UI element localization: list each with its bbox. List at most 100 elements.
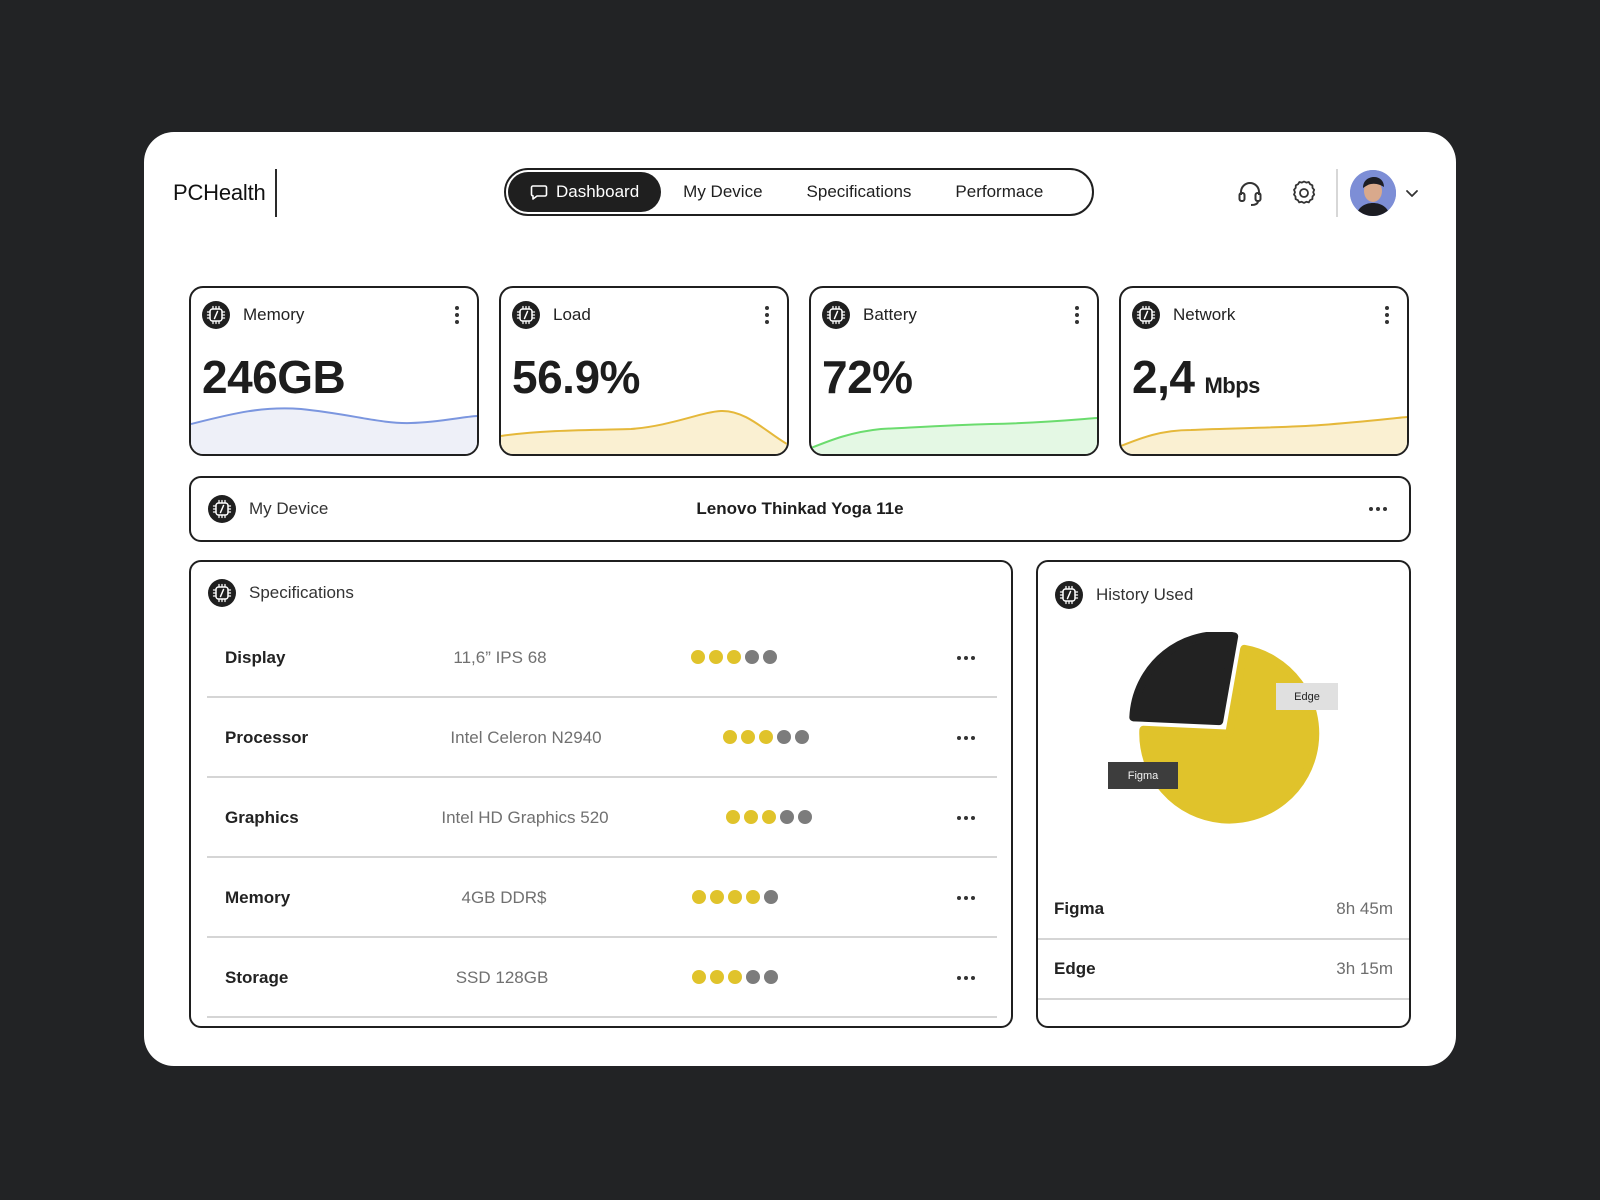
more-options-button[interactable]	[951, 808, 981, 828]
more-options-button[interactable]	[951, 728, 981, 748]
more-options-button[interactable]	[1363, 499, 1393, 519]
more-options-button[interactable]	[757, 302, 777, 328]
rating-dot-empty	[764, 970, 778, 984]
history-row[interactable]: Edge 3h 15m	[1038, 940, 1409, 1000]
headset-icon	[1238, 182, 1262, 206]
stat-value: 2,4 Mbps	[1132, 351, 1260, 403]
chat-bubble-icon	[530, 183, 548, 201]
rating-dot-empty	[795, 730, 809, 744]
chevron-down-icon[interactable]	[1404, 185, 1420, 201]
pie-label-figma: Figma	[1108, 762, 1178, 789]
rating-dot-empty	[746, 970, 760, 984]
spec-value: Intel HD Graphics 520	[441, 808, 609, 827]
rating-dot-filled	[709, 650, 723, 664]
more-vertical-icon	[455, 306, 459, 324]
tab-my-device[interactable]: My Device	[661, 172, 784, 212]
more-options-button[interactable]	[447, 302, 467, 328]
support-button[interactable]	[1232, 175, 1268, 211]
rating-dot-filled	[744, 810, 758, 824]
rating-dots	[723, 730, 809, 744]
history-used-panel: History Used Figma Edge Figma 8h 45m Edg…	[1036, 560, 1411, 1028]
rating-dots	[726, 810, 812, 824]
spec-name: Memory	[225, 888, 291, 907]
stat-value: 56.9%	[512, 351, 640, 403]
more-options-button[interactable]	[1377, 302, 1397, 328]
rating-dot-filled	[728, 970, 742, 984]
tab-performance-label: Performace	[955, 182, 1044, 201]
rating-dot-empty	[777, 730, 791, 744]
more-horizontal-icon	[957, 976, 975, 980]
spec-row[interactable]: Graphics Intel HD Graphics 520	[207, 778, 997, 858]
app-logo: PCHealth	[173, 169, 277, 217]
history-app-name: Edge	[1054, 959, 1096, 978]
rating-dot-filled	[691, 650, 705, 664]
spec-row[interactable]: Display 11,6” IPS 68	[207, 618, 997, 698]
rating-dot-filled	[759, 730, 773, 744]
header-actions	[1232, 168, 1420, 218]
rating-dot-filled	[726, 810, 740, 824]
stat-title: Battery	[863, 305, 917, 324]
more-horizontal-icon	[957, 896, 975, 900]
spec-value: 4GB DDR$	[461, 888, 547, 907]
memory-card[interactable]: Memory 246GB	[189, 286, 479, 456]
spec-row[interactable]: Storage SSD 128GB	[207, 938, 997, 1018]
chip-icon	[512, 301, 540, 329]
rating-dot-filled	[728, 890, 742, 904]
tab-dashboard[interactable]: Dashboard	[508, 172, 662, 212]
spec-row[interactable]: Processor Intel Celeron N2940	[207, 698, 997, 778]
stat-title: Load	[553, 305, 591, 324]
my-device-bar[interactable]: My Device Lenovo Thinkad Yoga 11e	[189, 476, 1411, 542]
tab-performance[interactable]: Performace	[933, 172, 1065, 212]
stat-value: 246GB	[202, 351, 346, 403]
settings-button[interactable]	[1286, 175, 1322, 211]
more-horizontal-icon	[957, 736, 975, 740]
rating-dot-filled	[723, 730, 737, 744]
more-vertical-icon	[1075, 306, 1079, 324]
specifications-panel: Specifications Display 11,6” IPS 68 Proc…	[189, 560, 1013, 1028]
spec-value: SSD 128GB	[455, 968, 549, 987]
rating-dot-filled	[692, 890, 706, 904]
load-card[interactable]: Load 56.9%	[499, 286, 789, 456]
rating-dot-empty	[780, 810, 794, 824]
spec-name: Storage	[225, 968, 289, 987]
spec-row[interactable]: Memory 4GB DDR$	[207, 858, 997, 938]
rating-dot-filled	[710, 890, 724, 904]
my-device-label: My Device	[249, 499, 329, 518]
spec-name: Display	[225, 648, 286, 667]
more-options-button[interactable]	[1067, 302, 1087, 328]
stat-unit: Mbps	[1204, 373, 1260, 398]
more-vertical-icon	[1385, 306, 1389, 324]
tab-specifications[interactable]: Specifications	[785, 172, 934, 212]
main-nav: Dashboard My Device Specifications Perfo…	[504, 168, 1094, 216]
tab-dashboard-label: Dashboard	[556, 182, 640, 201]
more-options-button[interactable]	[951, 648, 981, 668]
more-options-button[interactable]	[951, 888, 981, 908]
rating-dot-empty	[798, 810, 812, 824]
history-row[interactable]: Figma 8h 45m	[1038, 880, 1409, 940]
rating-dot-empty	[763, 650, 777, 664]
tab-specifications-label: Specifications	[806, 182, 912, 201]
more-horizontal-icon	[1369, 507, 1387, 511]
stat-title: Network	[1173, 305, 1236, 324]
chip-icon	[208, 579, 236, 607]
rating-dot-filled	[741, 730, 755, 744]
rating-dot-empty	[745, 650, 759, 664]
panel-title: History Used	[1096, 585, 1194, 604]
network-card[interactable]: Network 2,4 Mbps	[1119, 286, 1409, 456]
avatar[interactable]	[1350, 170, 1396, 216]
header-divider	[1336, 169, 1338, 217]
dashboard-window: PCHealth Dashboard My Device Specificati…	[144, 132, 1456, 1066]
stat-title: Memory	[243, 305, 305, 324]
rating-dot-filled	[710, 970, 724, 984]
battery-card[interactable]: Battery 72%	[809, 286, 1099, 456]
chip-icon	[1055, 581, 1083, 609]
more-options-button[interactable]	[951, 968, 981, 988]
load-sparkline	[501, 409, 787, 454]
rating-dot-filled	[692, 970, 706, 984]
chip-icon	[1132, 301, 1160, 329]
device-model: Lenovo Thinkad Yoga 11e	[696, 499, 904, 518]
pie-label-edge: Edge	[1276, 683, 1338, 710]
tab-my-device-label: My Device	[683, 182, 763, 201]
panel-title: Specifications	[249, 583, 354, 602]
rating-dot-filled	[727, 650, 741, 664]
